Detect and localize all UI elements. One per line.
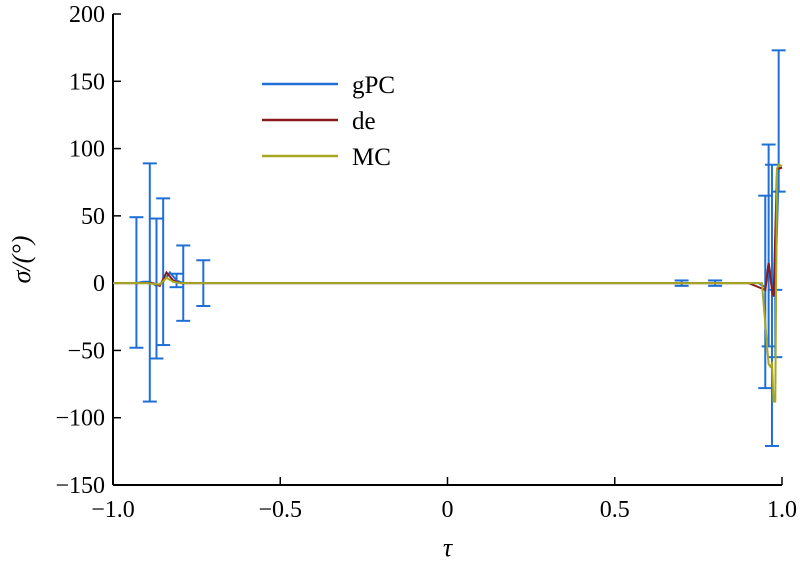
y-tick-label: 0: [93, 271, 105, 297]
legend-label: gPC: [352, 72, 395, 99]
x-axis-title: τ: [443, 533, 454, 562]
series-line-de: [113, 166, 783, 297]
y-tick-label: 200: [69, 2, 105, 28]
x-tick-label: 0.5: [600, 497, 630, 523]
legend-label: de: [352, 108, 376, 135]
x-tick-label: 0: [442, 497, 454, 523]
series-gPC: [113, 49, 786, 447]
y-tick-label: 100: [69, 137, 105, 163]
series-line-gPC: [113, 166, 783, 291]
y-tick-label: −50: [67, 338, 105, 364]
y-axis-title: σ/(°): [7, 236, 36, 284]
legend: gPC de MC: [262, 72, 395, 171]
legend-label: MC: [352, 144, 391, 171]
x-tick-label: −0.5: [258, 497, 302, 523]
x-tick-label: 1.0: [767, 497, 797, 523]
y-tick-label: 50: [81, 204, 105, 230]
axes: −1.0 −0.5 0 0.5 1.0 −150 −100 −50 0 50 100 150 200 τ σ…: [7, 2, 797, 562]
series-line-MC: [113, 163, 783, 403]
series-layer: [113, 49, 786, 447]
series-de: [113, 166, 783, 297]
x-tick-label: −1.0: [91, 497, 135, 523]
series-MC: [113, 163, 783, 403]
y-tick-label: −150: [55, 473, 105, 499]
y-tick-label: 150: [69, 69, 105, 95]
y-tick-label: −100: [55, 406, 105, 432]
